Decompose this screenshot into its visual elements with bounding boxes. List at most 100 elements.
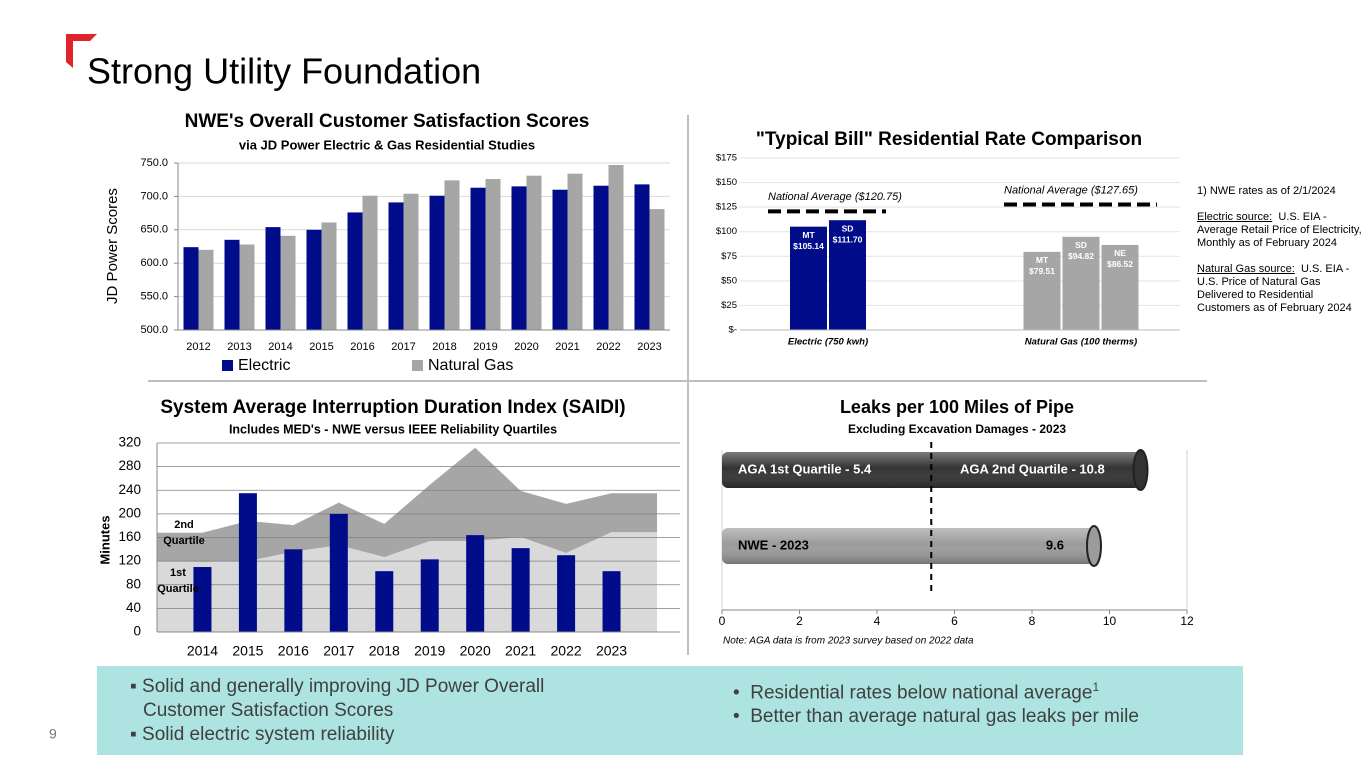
notes-block: 1) NWE rates as of 2/1/2024 Electric sou… xyxy=(1197,185,1363,315)
bar xyxy=(511,548,530,632)
bullet-text: Solid and generally improving JD Power O… xyxy=(142,676,545,721)
y-tick-label: 500.0 xyxy=(140,324,168,336)
bar xyxy=(567,173,583,330)
y-tick-label: 550.0 xyxy=(140,291,168,303)
bar xyxy=(608,165,624,330)
bar xyxy=(1023,251,1061,330)
bar-shine xyxy=(722,528,1094,564)
chart-title: Leaks per 100 Miles of Pipe xyxy=(840,397,1074,417)
y-tick-label: 240 xyxy=(118,482,141,497)
note: 1) NWE rates as of 2/1/2024 xyxy=(1197,185,1336,197)
bar xyxy=(602,571,621,632)
bar xyxy=(552,189,568,330)
chart-subtitle: Includes MED's - NWE versus IEEE Reliabi… xyxy=(229,422,557,436)
chart-note: Note: AGA data is from 2023 survey based… xyxy=(723,636,974,647)
y-tick-label: 120 xyxy=(118,553,141,568)
chart-title: NWE's Overall Customer Satisfaction Scor… xyxy=(185,111,590,132)
bar xyxy=(593,185,609,330)
note-text: U.S. EIA - U.S. Price of Natural Gas Del… xyxy=(1197,263,1352,314)
bar xyxy=(238,493,257,632)
x-tick-label: 2020 xyxy=(514,341,538,353)
x-tick-label: 2012 xyxy=(186,341,210,353)
bar xyxy=(420,559,439,632)
y-tick-label: $75 xyxy=(721,251,737,262)
bar xyxy=(347,212,363,330)
bar-name: SD xyxy=(842,223,854,233)
bar xyxy=(1062,236,1100,330)
legend-label: Electric xyxy=(238,357,290,374)
note-label: Natural Gas source: xyxy=(1197,263,1295,275)
series-label: 2nd Quartile xyxy=(163,519,205,547)
x-tick-label: 2019 xyxy=(473,341,497,353)
bar xyxy=(526,175,542,330)
bullet: ▪ Solid and generally improving JD Power… xyxy=(130,676,545,721)
x-tick-label: 2022 xyxy=(596,341,620,353)
bar xyxy=(429,195,445,330)
average-label: National Average ($120.75) xyxy=(768,191,902,203)
bar xyxy=(466,535,485,632)
bullet-text: Better than average natural gas leaks pe… xyxy=(750,706,1139,728)
bar xyxy=(198,249,214,330)
series-label-text: 2nd Quartile xyxy=(163,519,205,547)
y-tick-label: 80 xyxy=(126,576,141,591)
bar xyxy=(375,571,394,632)
bullet: • Residential rates below national avera… xyxy=(733,680,1100,704)
note: Electric source: U.S. EIA - Average Reta… xyxy=(1197,211,1363,250)
y-tick-label: 700.0 xyxy=(140,190,168,202)
x-tick-label: 2016 xyxy=(350,341,374,353)
y-tick-label: 600.0 xyxy=(140,257,168,269)
reference-label: AGA 1st Quartile - 5.4 xyxy=(738,461,872,476)
average-label: National Average ($127.65) xyxy=(1004,184,1138,196)
bullet-text: Solid electric system reliability xyxy=(142,724,395,745)
legend-swatch xyxy=(222,360,233,371)
x-tick-label: 2018 xyxy=(369,643,400,659)
logo-mark xyxy=(66,34,97,68)
series-label-text: 1st Quartile xyxy=(157,567,199,595)
legend-label: Natural Gas xyxy=(428,357,513,374)
note-text: U.S. EIA - Average Retail Price of Elect… xyxy=(1197,211,1362,249)
bar xyxy=(470,187,486,330)
chart-subtitle: via JD Power Electric & Gas Residential … xyxy=(239,137,535,152)
bar xyxy=(557,555,576,632)
chart-subtitle: Excluding Excavation Damages - 2023 xyxy=(848,422,1066,436)
x-tick-label: 2021 xyxy=(505,643,536,659)
bullet-text: Residential rates below national average xyxy=(750,682,1093,704)
x-tick-label: 2021 xyxy=(555,341,579,353)
x-tick-label: Electric (750 kwh) xyxy=(788,337,868,348)
chart-title: System Average Interruption Duration Ind… xyxy=(160,397,625,418)
bullet-list: ▪ Solid and generally improving JD Power… xyxy=(130,675,580,747)
y-tick-label: $125 xyxy=(716,202,737,213)
value-label: $111.70 xyxy=(833,234,863,244)
bar xyxy=(183,247,199,330)
bar xyxy=(280,235,296,330)
y-tick-label: $50 xyxy=(721,275,737,286)
bar xyxy=(362,195,378,330)
bar-name: MT xyxy=(802,230,815,240)
y-tick-label: 0 xyxy=(133,624,141,639)
y-tick-label: $- xyxy=(729,325,737,336)
bullets-right: • Residential rates below national avera… xyxy=(733,675,1213,729)
legend-swatch xyxy=(412,360,423,371)
bar xyxy=(224,239,240,330)
x-tick-label: 2023 xyxy=(596,643,627,659)
value-label: $105.14 xyxy=(793,241,824,251)
x-tick-label: 2017 xyxy=(323,643,354,659)
y-tick-label: 650.0 xyxy=(140,224,168,236)
value-label: 9.6 xyxy=(1046,537,1064,552)
x-tick-label: 2019 xyxy=(414,643,445,659)
bullet-list: • Residential rates below national avera… xyxy=(733,675,1213,729)
y-tick-label: 280 xyxy=(118,458,141,473)
bullet: • Better than average natural gas leaks … xyxy=(733,706,1139,728)
category-label: NWE - 2023 xyxy=(738,537,809,552)
x-tick-label: 2016 xyxy=(278,643,309,659)
bar xyxy=(649,209,665,330)
y-axis-label: JD Power Scores xyxy=(104,188,121,304)
x-tick-label: 2014 xyxy=(268,341,292,353)
bar xyxy=(634,184,650,330)
x-tick-label: 10 xyxy=(1103,614,1117,628)
x-tick-label: 2013 xyxy=(227,341,251,353)
y-axis-label: Minutes xyxy=(97,515,112,564)
x-tick-label: 2022 xyxy=(551,643,582,659)
x-tick-label: 12 xyxy=(1180,614,1194,628)
